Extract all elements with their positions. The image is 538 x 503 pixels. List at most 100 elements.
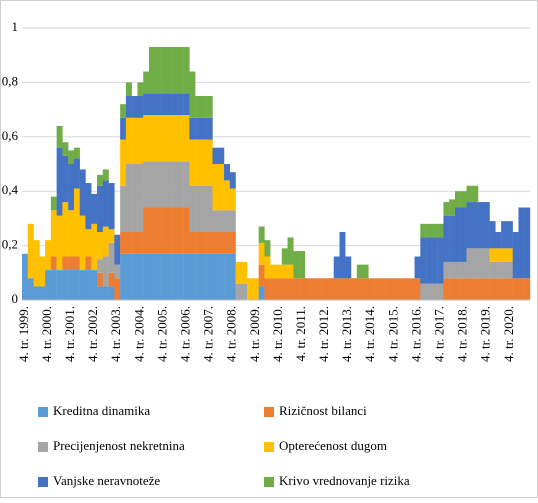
bar-segment — [125, 82, 132, 96]
bar-segment — [189, 185, 196, 232]
bar-segment — [97, 286, 104, 300]
bar-segment — [264, 278, 271, 300]
x-tick-label: 4. tr. 2006. — [178, 306, 193, 362]
x-tick-label: 4. tr. 2008. — [224, 306, 239, 362]
x-tick-label: 4. tr. 2012. — [316, 306, 331, 362]
bar-segment — [125, 117, 132, 164]
bar-segment — [177, 253, 184, 300]
bar-segment — [114, 264, 121, 279]
bar-segment — [108, 229, 115, 243]
bar-segment — [120, 139, 127, 186]
bar-segment — [160, 161, 167, 208]
bar-segment — [160, 47, 167, 94]
bar-segment — [154, 253, 161, 300]
x-tick-label: 4. tr. 2020. — [501, 306, 516, 362]
bar-segment — [143, 207, 150, 254]
bar-segment — [62, 256, 69, 271]
bar-segment — [189, 232, 196, 254]
bar-segment — [183, 93, 190, 116]
legend-swatch — [38, 442, 48, 452]
bar-segment — [356, 278, 363, 300]
bar-segment — [218, 232, 225, 254]
bar-segment — [431, 223, 438, 238]
bar-segment — [56, 270, 63, 300]
legend-label: Rizičnost bilanci — [279, 403, 367, 418]
bar-segment — [108, 286, 115, 300]
bar-segment — [56, 147, 63, 216]
bar-segment — [466, 248, 473, 279]
bar-segment — [472, 248, 479, 279]
y-tick-label: 0,4 — [2, 182, 19, 197]
bar-segment — [172, 115, 179, 162]
bar-segment — [258, 242, 265, 265]
bar-segment — [120, 104, 127, 118]
bar-segment — [264, 240, 271, 257]
bar-segment — [172, 253, 179, 300]
bar-segment — [495, 278, 502, 300]
bar-segment — [224, 232, 231, 254]
x-tick-label: 4. tr. 2007. — [201, 306, 216, 362]
bar-segment — [195, 232, 202, 254]
bar-segment — [137, 82, 144, 96]
bar-segment — [172, 161, 179, 208]
bar-segment — [339, 232, 346, 279]
bar-segment — [68, 270, 75, 300]
bar-segment — [472, 185, 479, 203]
bar-segment — [195, 185, 202, 232]
bar-segment — [62, 202, 69, 257]
bar-segment — [466, 278, 473, 300]
y-tick-label: 1 — [12, 19, 19, 34]
bar-segment — [73, 270, 80, 300]
bar-segment — [437, 223, 444, 238]
bar-segment — [339, 278, 346, 300]
bar-segment — [183, 47, 190, 94]
bar-segment — [114, 234, 121, 265]
bar-segment — [131, 253, 138, 300]
legend-label: Krivo vrednovanje rizika — [279, 473, 410, 488]
bar-segment — [149, 47, 155, 94]
legend-swatch — [264, 407, 274, 417]
bar-segment — [45, 240, 52, 271]
bar-segment — [293, 278, 300, 300]
bar-segment — [85, 183, 92, 230]
bar-segment — [518, 278, 525, 300]
bar-segment — [460, 191, 467, 208]
bar-segment — [426, 283, 433, 300]
bar-segment — [97, 185, 104, 232]
bar-segment — [125, 232, 132, 254]
bar-segment — [304, 278, 311, 300]
bar-segment — [73, 147, 80, 159]
bar-segment — [27, 223, 34, 279]
bar-segment — [218, 253, 225, 300]
bar-segment — [414, 256, 421, 279]
bar-segment — [460, 261, 467, 279]
bar-segment — [224, 210, 231, 232]
bar-segment — [73, 256, 80, 271]
bar-segment — [22, 253, 28, 300]
bar-segment — [489, 221, 496, 249]
bar-segment — [33, 240, 40, 287]
bar-segment — [506, 278, 513, 300]
bar-segment — [125, 96, 132, 118]
bar-segment — [506, 248, 513, 262]
bar-segment — [206, 185, 213, 232]
bar-segment — [79, 169, 86, 216]
bar-segment — [356, 264, 363, 279]
bar-segment — [166, 253, 173, 300]
bar-segment — [420, 237, 427, 284]
bar-segment — [189, 71, 196, 118]
bar-segment — [143, 253, 150, 300]
bar-segment — [125, 164, 132, 232]
bar-segment — [333, 278, 340, 300]
bar-segment — [374, 278, 381, 300]
bar-segment — [200, 139, 207, 186]
bar-segment — [229, 210, 236, 232]
bar-segment — [68, 210, 75, 257]
bar-segment — [518, 207, 525, 279]
bar-segment — [443, 278, 450, 300]
bar-segment — [327, 278, 334, 300]
legend-swatch — [38, 407, 48, 417]
bar-segment — [131, 164, 138, 232]
bar-segment — [501, 221, 508, 249]
bar-segment — [154, 207, 161, 254]
